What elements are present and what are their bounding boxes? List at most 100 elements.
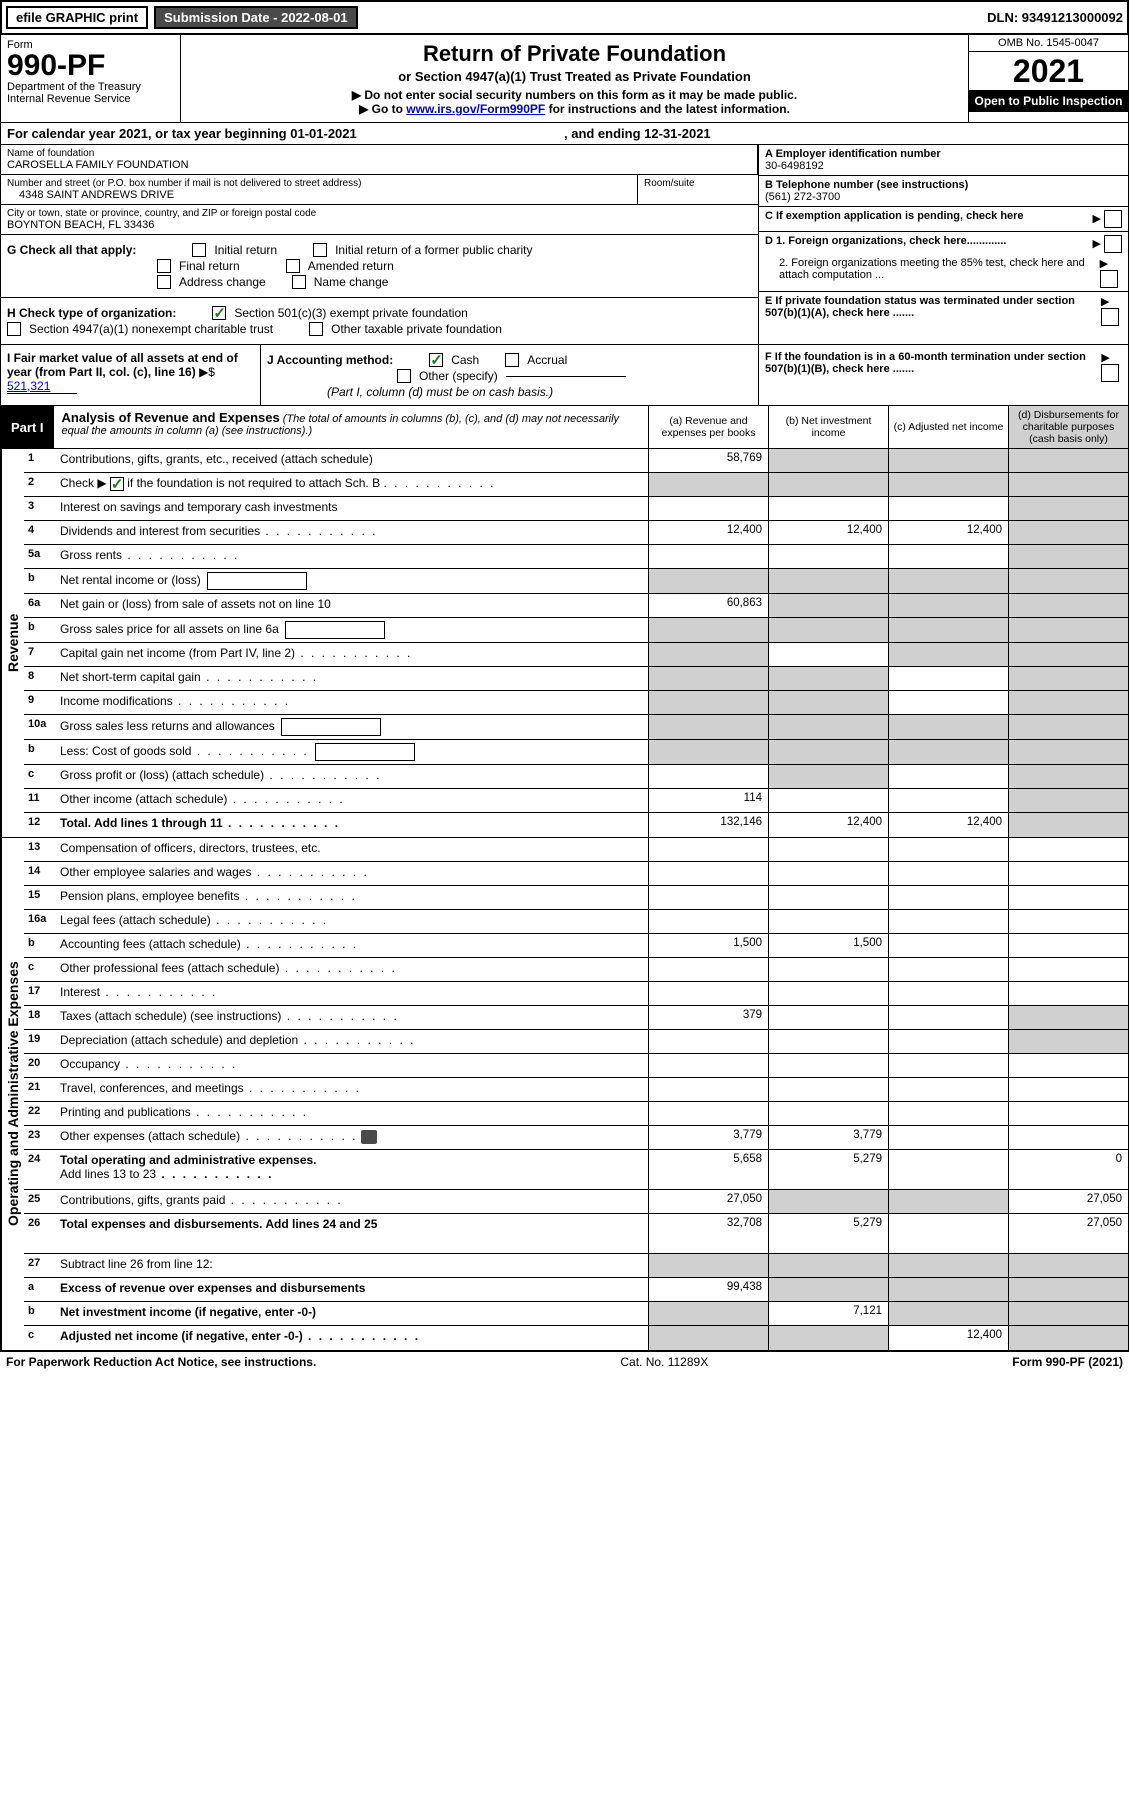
checkbox-60month[interactable] [1101, 364, 1119, 382]
val-a: 99,438 [648, 1278, 768, 1301]
val-c [888, 715, 1008, 739]
val-b [768, 789, 888, 812]
j-accrual-label: Accrual [527, 353, 567, 367]
val-d [1008, 765, 1128, 788]
val-b [768, 910, 888, 933]
val-b: 12,400 [768, 521, 888, 544]
footer-left: For Paperwork Reduction Act Notice, see … [6, 1355, 316, 1369]
ein-value: 30-6498192 [765, 160, 1122, 172]
table-row: 12 Total. Add lines 1 through 11 132,146… [24, 813, 1128, 837]
table-row: b Accounting fees (attach schedule) 1,50… [24, 934, 1128, 958]
j-note: (Part I, column (d) must be on cash basi… [267, 385, 752, 399]
line-desc: Net gain or (loss) from sale of assets n… [56, 594, 648, 617]
line-desc: Total. Add lines 1 through 11 [56, 813, 648, 837]
checkbox-sch-b[interactable] [110, 477, 124, 491]
checkbox-amended-return[interactable] [286, 259, 300, 273]
line-num: 14 [24, 862, 56, 885]
line-desc: Gross sales less returns and allowances [56, 715, 648, 739]
line-desc: Gross sales price for all assets on line… [56, 618, 648, 642]
val-c [888, 1102, 1008, 1125]
checkbox-other-method[interactable] [397, 369, 411, 383]
dept-line1: Department of the Treasury [7, 81, 174, 93]
line-desc: Pension plans, employee benefits [56, 886, 648, 909]
line-desc: Other income (attach schedule) [56, 789, 648, 812]
submission-date-button[interactable]: Submission Date - 2022-08-01 [154, 6, 358, 29]
expenses-side-label: Operating and Administrative Expenses [1, 838, 24, 1350]
val-d [1008, 982, 1128, 1005]
fmv-value-link[interactable]: 521,321 [7, 379, 77, 394]
val-a [648, 643, 768, 666]
val-d [1008, 521, 1128, 544]
goto-prefix: ▶ Go to [359, 102, 406, 116]
line-num: 8 [24, 667, 56, 690]
line-num: 20 [24, 1054, 56, 1077]
line-desc: Printing and publications [56, 1102, 648, 1125]
checkbox-final-return[interactable] [157, 259, 171, 273]
dln-label: DLN: 93491213000092 [987, 10, 1123, 25]
line-desc: Income modifications [56, 691, 648, 714]
val-c [888, 886, 1008, 909]
form-subtitle2b: ▶ Go to www.irs.gov/Form990PF for instru… [191, 102, 958, 116]
attachment-icon[interactable] [361, 1130, 377, 1144]
checkbox-initial-former[interactable] [313, 243, 327, 257]
calendar-year-row: For calendar year 2021, or tax year begi… [0, 123, 1129, 145]
table-row: 22 Printing and publications [24, 1102, 1128, 1126]
val-d [1008, 886, 1128, 909]
val-b [768, 1190, 888, 1213]
col-c-header: (c) Adjusted net income [888, 406, 1008, 448]
efile-button[interactable]: efile GRAPHIC print [6, 6, 148, 29]
g-address-label: Address change [179, 275, 266, 289]
checkbox-501c3[interactable] [212, 306, 226, 320]
line-desc: Net short-term capital gain [56, 667, 648, 690]
table-row: 17 Interest [24, 982, 1128, 1006]
form-number: 990-PF [7, 51, 174, 81]
checkbox-other-taxable[interactable] [309, 322, 323, 336]
val-d [1008, 740, 1128, 764]
val-a [648, 1302, 768, 1325]
dept-line2: Internal Revenue Service [7, 93, 174, 105]
val-c [888, 1254, 1008, 1277]
line-desc: Other professional fees (attach schedule… [56, 958, 648, 981]
val-b [768, 497, 888, 520]
val-d [1008, 497, 1128, 520]
val-a [648, 618, 768, 642]
checkbox-85pct-test[interactable] [1100, 270, 1118, 288]
checkbox-foreign-org[interactable] [1104, 235, 1122, 253]
val-a [648, 497, 768, 520]
line-num: c [24, 958, 56, 981]
val-c [888, 765, 1008, 788]
val-d: 0 [1008, 1150, 1128, 1189]
val-c [888, 934, 1008, 957]
phone-label: B Telephone number (see instructions) [765, 179, 1122, 191]
h-check-section: H Check type of organization: Section 50… [1, 298, 758, 344]
line-num: 27 [24, 1254, 56, 1277]
val-a: 379 [648, 1006, 768, 1029]
val-d: 27,050 [1008, 1214, 1128, 1253]
table-row: 27 Subtract line 26 from line 12: [24, 1254, 1128, 1278]
form-subtitle2a: ▶ Do not enter social security numbers o… [191, 88, 958, 102]
val-a: 3,779 [648, 1126, 768, 1149]
val-c [888, 691, 1008, 714]
checkbox-initial-return[interactable] [192, 243, 206, 257]
checkbox-address-change[interactable] [157, 275, 171, 289]
checkbox-name-change[interactable] [292, 275, 306, 289]
year-block: OMB No. 1545-0047 2021 Open to Public In… [968, 35, 1128, 122]
revenue-side-label: Revenue [1, 449, 24, 837]
val-b [768, 958, 888, 981]
val-b [768, 643, 888, 666]
checkbox-accrual[interactable] [505, 353, 519, 367]
instructions-link[interactable]: www.irs.gov/Form990PF [406, 102, 545, 116]
val-a: 1,500 [648, 934, 768, 957]
val-a: 5,658 [648, 1150, 768, 1189]
line-desc: Adjusted net income (if negative, enter … [56, 1326, 648, 1350]
val-c [888, 1030, 1008, 1053]
checkbox-cash[interactable] [429, 353, 443, 367]
val-b [768, 862, 888, 885]
checkbox-status-terminated[interactable] [1101, 308, 1119, 326]
val-a: 60,863 [648, 594, 768, 617]
table-row: 16a Legal fees (attach schedule) [24, 910, 1128, 934]
checkbox-exemption-pending[interactable] [1104, 210, 1122, 228]
val-b [768, 569, 888, 593]
val-d [1008, 1078, 1128, 1101]
checkbox-4947[interactable] [7, 322, 21, 336]
